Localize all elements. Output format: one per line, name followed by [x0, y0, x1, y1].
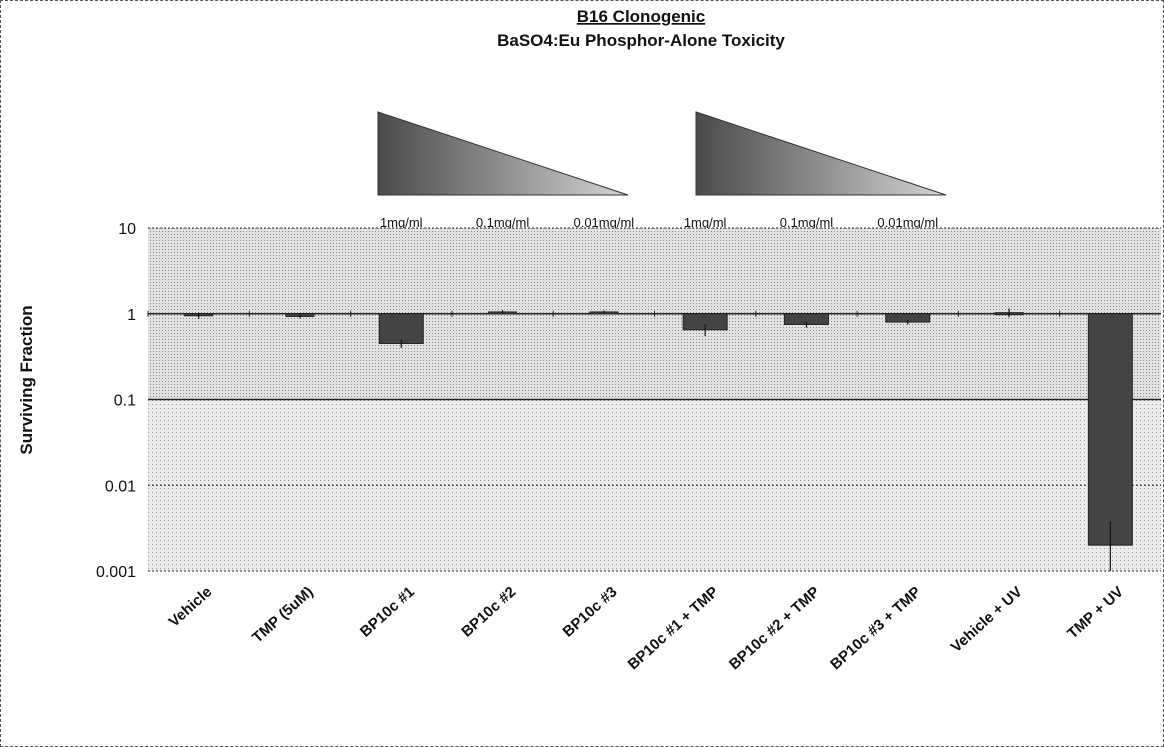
concentration-label: 1mg/ml	[684, 215, 727, 230]
concentration-label: 0.01mg/ml	[877, 215, 938, 230]
x-category-label: BP10c #3 + TMP	[827, 583, 924, 673]
concentration-label: 1mg/ml	[380, 215, 423, 230]
x-category-label: TMP + UV	[1064, 583, 1127, 642]
x-category-label: BP10c #3	[560, 583, 621, 640]
y-tick-label: 0.01	[105, 478, 136, 495]
x-category-label: Vehicle + UV	[948, 583, 1026, 656]
y-axis-label: Surviving Fraction	[17, 305, 36, 454]
dose-wedge-1	[377, 111, 629, 196]
y-tick-label: 0.1	[114, 393, 136, 410]
concentration-label: 0.01mg/ml	[573, 215, 634, 230]
x-category-label: TMP (5uM)	[249, 583, 317, 646]
chart-title: B16 Clonogenic	[577, 7, 705, 26]
y-tick-label: 1	[127, 307, 136, 324]
x-category-label: BP10c #1	[357, 583, 418, 640]
x-category-label: BP10c #2	[458, 583, 519, 640]
y-tick-label: 0.001	[96, 564, 136, 581]
concentration-label: 0.1mg/ml	[476, 215, 530, 230]
x-category-label: BP10c #2 + TMP	[726, 583, 823, 673]
x-category-label: Vehicle	[166, 583, 216, 630]
dose-wedge-2	[695, 111, 947, 196]
bar	[378, 313, 424, 344]
chart-subtitle: BaSO4:Eu Phosphor-Alone Toxicity	[497, 31, 785, 50]
concentration-label: 0.1mg/ml	[780, 215, 834, 230]
x-category-label: BP10c #1 + TMP	[625, 583, 722, 673]
bar	[1087, 313, 1133, 546]
y-tick-label: 10	[118, 221, 136, 238]
